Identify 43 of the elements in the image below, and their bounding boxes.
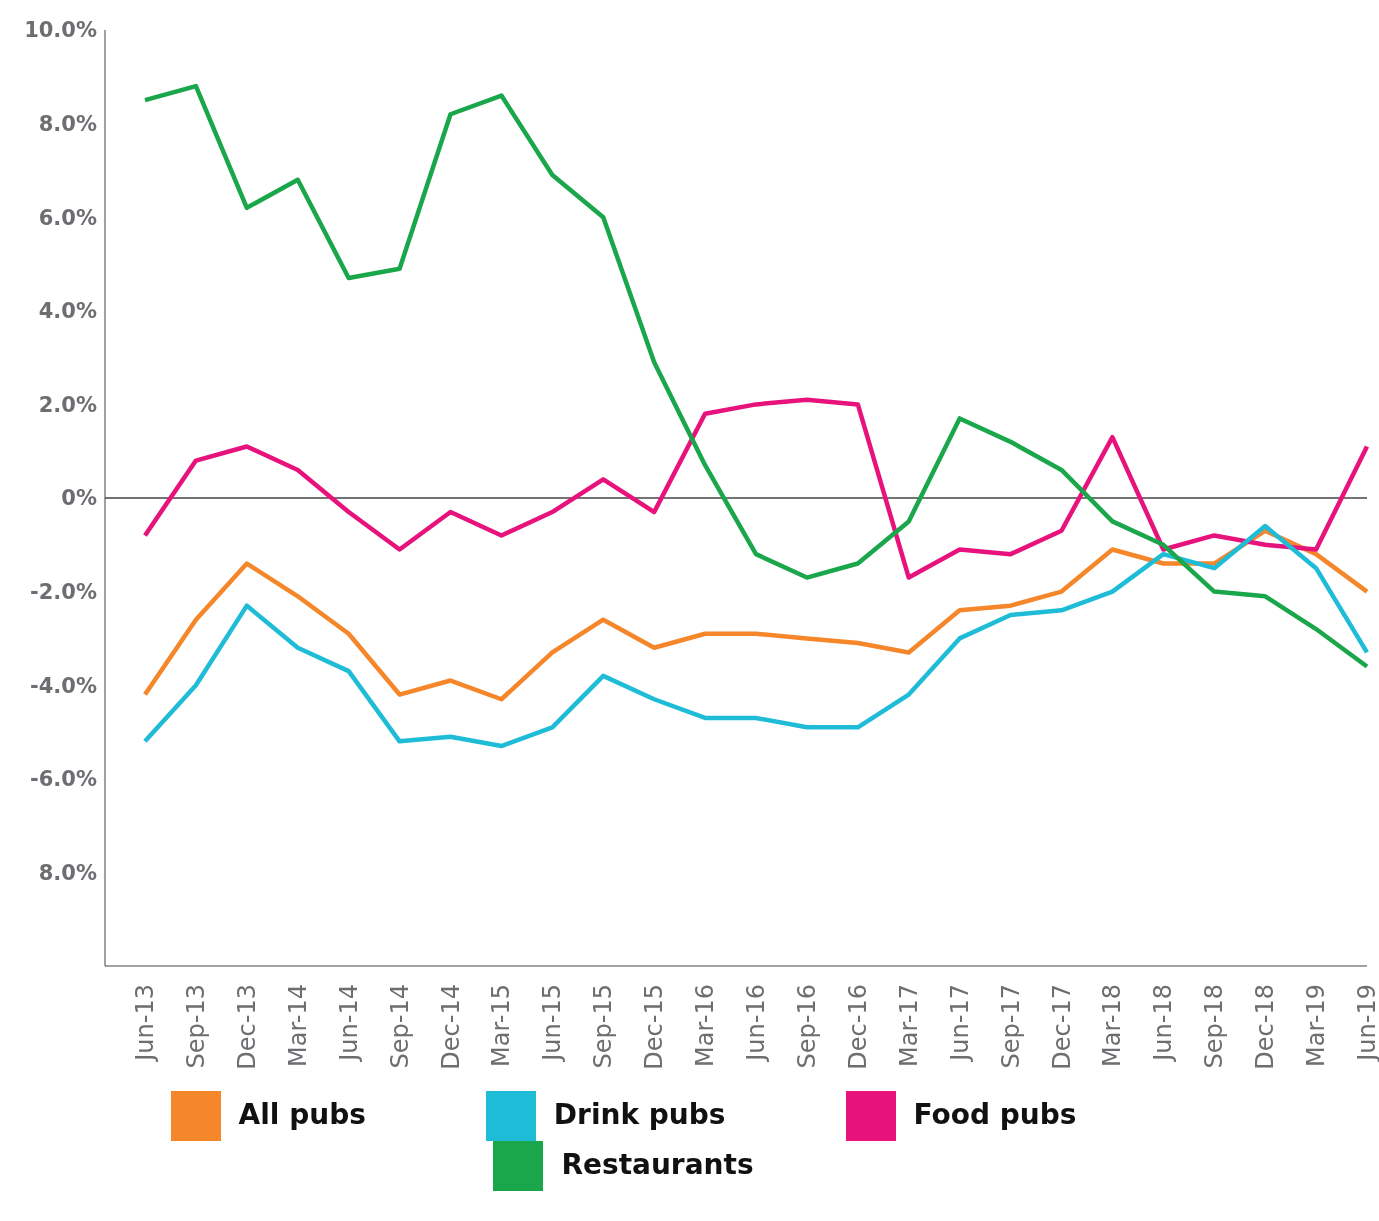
line-series — [142, 397, 1370, 580]
x-tick-label: Jun-16 — [742, 984, 770, 1063]
x-tick-label: Sep-18 — [1200, 984, 1229, 1069]
line-series — [142, 528, 1370, 702]
y-tick-label: -4.0% — [30, 673, 97, 698]
x-tick-label: Mar-14 — [283, 984, 312, 1067]
y-tick-label: 8.0% — [38, 860, 97, 885]
x-tick-label: Mar-19 — [1302, 984, 1331, 1067]
x-tick-label: Dec-16 — [843, 984, 872, 1070]
y-tick-label: -6.0% — [30, 767, 97, 792]
x-tick-label: Dec-15 — [640, 984, 669, 1070]
line-series — [142, 523, 1370, 749]
line-series — [142, 83, 1370, 669]
legend-label: All pubs — [238, 1098, 366, 1131]
x-tick-label: Jun-13 — [131, 984, 159, 1063]
x-tick-label: Sep-17 — [996, 984, 1025, 1069]
y-tick-label: -2.0% — [30, 580, 97, 605]
y-tick-label: 2.0% — [38, 392, 97, 417]
x-tick-label: Jun-19 — [1353, 984, 1379, 1063]
x-tick-label: Sep-16 — [792, 984, 821, 1069]
x-tick-label: Sep-13 — [181, 984, 210, 1069]
x-tick-label: Sep-15 — [589, 984, 618, 1069]
x-tick-label: Sep-14 — [385, 984, 414, 1069]
x-tick-label: Mar-18 — [1098, 984, 1127, 1067]
x-tick-label: Mar-17 — [894, 984, 923, 1067]
legend-label: Food pubs — [913, 1098, 1077, 1131]
y-tick-label: 8.0% — [38, 112, 97, 137]
y-tick-label: 4.0% — [38, 299, 97, 324]
x-tick-label: Mar-15 — [487, 984, 516, 1067]
legend-label: Drink pubs — [553, 1098, 726, 1131]
y-tick-label: 6.0% — [38, 205, 97, 230]
x-tick-label: Dec-18 — [1251, 984, 1280, 1070]
x-tick-label: Jun-15 — [538, 984, 567, 1063]
x-tick-label: Jun-18 — [1149, 984, 1178, 1063]
y-tick-label: 0% — [61, 486, 97, 511]
legend-label: Restaurants — [561, 1148, 754, 1181]
x-tick-label: Dec-13 — [232, 984, 261, 1070]
x-tick-label: Mar-16 — [691, 984, 720, 1067]
x-tick-label: Dec-14 — [436, 984, 465, 1070]
y-tick-label: 10.0% — [24, 18, 97, 43]
x-tick-label: Jun-17 — [945, 984, 974, 1063]
x-tick-label: Jun-14 — [334, 984, 363, 1063]
x-tick-label: Dec-17 — [1047, 984, 1076, 1070]
